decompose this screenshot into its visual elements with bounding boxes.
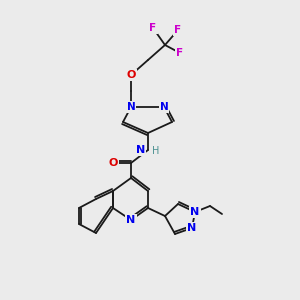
Text: N: N — [190, 207, 200, 217]
Text: F: F — [176, 48, 184, 58]
Text: H: H — [152, 146, 159, 156]
Text: N: N — [126, 215, 136, 225]
Text: N: N — [127, 102, 135, 112]
Text: N: N — [136, 145, 145, 155]
Text: O: O — [108, 158, 118, 168]
Text: F: F — [174, 25, 182, 35]
Text: O: O — [126, 70, 136, 80]
Text: N: N — [188, 223, 196, 233]
Text: F: F — [149, 23, 157, 33]
Text: N: N — [160, 102, 168, 112]
